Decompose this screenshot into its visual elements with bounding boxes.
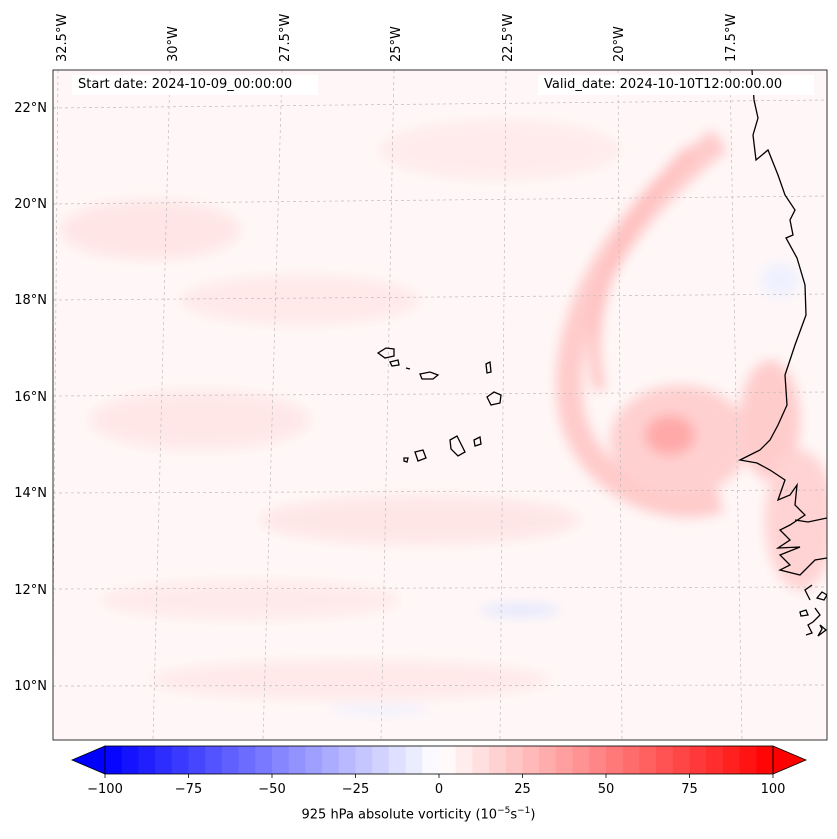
colorbar-segment xyxy=(155,746,173,774)
lon-label: 20°W xyxy=(612,26,627,62)
colorbar-segment xyxy=(606,746,624,774)
colorbar-segment xyxy=(288,746,306,774)
colorbar-segment xyxy=(322,746,340,774)
colorbar-title-unit: s xyxy=(510,807,518,823)
colorbar-segment xyxy=(138,746,156,774)
colorbar-segment xyxy=(355,746,373,774)
lat-label: 20°N xyxy=(14,197,47,212)
colorbar-segment xyxy=(188,746,206,774)
lat-label: 18°N xyxy=(14,293,47,308)
colorbar-title: 925 hPa absolute vorticity (10−5s−1) xyxy=(0,806,837,822)
colorbar-tick-label: 0 xyxy=(435,782,443,797)
colorbar-segment xyxy=(722,746,741,774)
colorbar-segment xyxy=(372,746,390,774)
lon-label: 25°W xyxy=(389,26,404,62)
map-frame xyxy=(52,69,828,741)
colorbar-segment xyxy=(656,746,674,774)
colorbar-segment xyxy=(455,746,473,774)
colorbar-tick-label: 75 xyxy=(681,782,698,797)
colorbar-segment xyxy=(205,746,223,774)
vorticity-field xyxy=(53,70,827,740)
colorbar-segment xyxy=(255,746,273,774)
lat-label: 10°N xyxy=(14,679,47,694)
lon-label: 27.5°W xyxy=(278,14,293,62)
colorbar-segment xyxy=(739,746,757,774)
colorbar-segment xyxy=(589,746,607,774)
colorbar-tick-label: 25 xyxy=(514,782,531,797)
colorbar-segments xyxy=(105,746,774,774)
colorbar-segment xyxy=(505,746,523,774)
colorbar-segment xyxy=(422,746,440,774)
colorbar-segment xyxy=(439,746,457,774)
colorbar-segment xyxy=(238,746,256,774)
lon-label: 22.5°W xyxy=(501,14,516,62)
colorbar-segment xyxy=(672,746,690,774)
colorbar-tick-label: 100 xyxy=(761,782,786,797)
lat-label: 14°N xyxy=(14,486,47,501)
colorbar-title-exp2: −1 xyxy=(517,806,531,816)
colorbar-min-extend xyxy=(70,745,106,775)
colorbar-segment xyxy=(555,746,574,774)
colorbar-tick-label: −75 xyxy=(175,782,202,797)
lat-label: 22°N xyxy=(14,101,47,116)
colorbar-segment xyxy=(489,746,507,774)
lon-label: 32.5°W xyxy=(55,14,70,62)
colorbar-tick-label: 50 xyxy=(598,782,615,797)
colorbar-title-suffix: ) xyxy=(530,807,536,823)
colorbar-max-extend xyxy=(772,745,808,775)
colorbar-segment xyxy=(221,746,240,774)
colorbar: −100 −75 −50 −25 0 25 50 75 100 xyxy=(70,745,808,797)
colorbar-segment xyxy=(522,746,540,774)
colorbar-segment xyxy=(756,746,774,774)
colorbar-segment xyxy=(405,746,423,774)
colorbar-tick-label: −25 xyxy=(342,782,369,797)
colorbar-segment xyxy=(105,746,123,774)
start-date-label: Start date: 2024-10-09_00:00:00 xyxy=(72,75,318,95)
colorbar-segment xyxy=(572,746,590,774)
cape-verde-islands xyxy=(376,347,502,463)
lat-label: 16°N xyxy=(14,390,47,405)
colorbar-segment xyxy=(388,746,407,774)
colorbar-segment xyxy=(539,746,557,774)
valid-date-label: Valid_date: 2024-10-10T12:00:00.00 xyxy=(538,75,814,95)
colorbar-segment xyxy=(639,746,657,774)
latitude-labels: 22°N 20°N 18°N 16°N 14°N 12°N 10°N xyxy=(14,101,47,694)
colorbar-segment xyxy=(171,746,189,774)
colorbar-tick-label: −100 xyxy=(87,782,123,797)
colorbar-segment xyxy=(622,746,640,774)
colorbar-segment xyxy=(305,746,323,774)
lat-label: 12°N xyxy=(14,583,47,598)
lon-label: 17.5°W xyxy=(724,14,739,62)
colorbar-ticks xyxy=(104,774,774,778)
colorbar-segment xyxy=(689,746,707,774)
colorbar-segment xyxy=(706,746,724,774)
african-coastline xyxy=(737,70,827,637)
colorbar-segment xyxy=(272,746,290,774)
lon-label: 30°W xyxy=(166,26,181,62)
colorbar-title-exp1: −5 xyxy=(497,806,511,816)
colorbar-title-prefix: 925 hPa absolute vorticity (10 xyxy=(301,807,498,823)
colorbar-tick-label: −50 xyxy=(258,782,285,797)
colorbar-segment xyxy=(338,746,356,774)
longitude-labels: 32.5°W 30°W 27.5°W 25°W 22.5°W 20°W 17.5… xyxy=(55,14,739,62)
colorbar-segment xyxy=(472,746,490,774)
colorbar-segment xyxy=(121,746,139,774)
